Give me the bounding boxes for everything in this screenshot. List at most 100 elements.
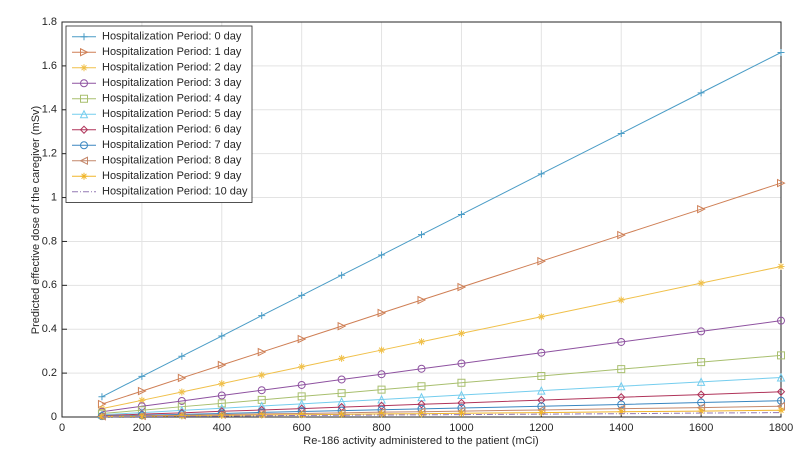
legend-marker [79,125,89,134]
series-line [101,409,782,418]
legend-marker [80,79,88,88]
data-point [697,89,705,97]
data-point [218,332,226,340]
data-point [418,231,425,239]
data-point [777,316,785,325]
data-point [338,271,346,279]
data-point [218,411,226,419]
data-point [777,49,785,57]
data-point [617,400,626,409]
data-point [338,410,346,418]
data-point [298,411,306,419]
data-point [617,337,626,346]
data-point [138,372,146,380]
legend-label: Hospitalization Period: 7 day [102,139,242,151]
data-point [258,371,266,379]
legend-box [65,25,253,203]
data-point [537,256,546,266]
data-point [138,396,146,404]
data-point [297,399,306,408]
data-point [378,346,386,354]
y-tick-label: 0.8 [42,235,57,247]
data-point [417,382,426,391]
data-point [217,391,226,400]
data-point [297,380,306,389]
data-point [177,396,186,405]
x-tick-label: 1800 [769,422,793,434]
data-point [138,412,146,420]
data-point [177,373,187,383]
y-tick-label: 1.4 [42,104,57,116]
data-point [338,354,346,362]
data-point [218,380,226,388]
data-point [457,398,466,408]
data-point [537,395,546,405]
data-point [776,372,786,382]
data-point [257,395,266,404]
data-point [697,358,706,367]
data-point [776,387,786,396]
data-point [417,400,426,409]
data-point [617,129,625,137]
data-point [378,251,386,259]
data-point [298,291,306,299]
legend-marker [80,141,88,150]
data-point [457,359,466,368]
data-point [537,348,546,357]
data-point [137,386,147,396]
x-tick-label: 200 [133,422,151,434]
data-point [617,365,626,374]
data-point [697,327,706,336]
data-point [537,371,546,380]
legend-label: Hospitalization Period: 5 day [102,108,242,120]
data-point [537,409,545,417]
data-point [696,377,706,386]
y-tick-label: 1.2 [42,148,57,160]
data-point [537,313,545,321]
data-point [377,385,386,394]
x-tick-label: 1200 [529,422,553,434]
data-point [457,282,467,292]
x-tick-label: 0 [59,422,65,434]
legend-marker [80,33,88,41]
data-point [457,329,465,337]
y-tick-label: 0.4 [42,323,57,335]
data-point [298,363,306,371]
legend-label: Hospitalization Period: 3 day [102,77,242,89]
legend-marker [80,64,88,72]
data-point [697,279,705,287]
series-line [101,405,782,417]
legend-label: Hospitalization Period: 4 day [102,93,242,105]
x-tick-label: 1600 [689,422,713,434]
data-point [457,378,466,387]
data-point [457,409,465,417]
data-point [617,296,625,304]
data-point [257,347,267,357]
y-tick-label: 1.6 [42,60,57,72]
data-point [697,204,706,214]
data-point [217,360,227,370]
data-point [777,178,786,188]
legend-label: Hospitalization Period: 8 day [102,155,242,167]
y-tick-label: 0 [51,411,57,423]
legend-label: Hospitalization Period: 6 day [102,124,242,136]
x-tick-label: 1000 [449,422,473,434]
data-point [418,410,425,418]
data-point [616,381,626,391]
data-point [617,230,626,240]
legend-marker [79,156,88,166]
x-tick-label: 1400 [609,422,633,434]
y-tick-label: 0.6 [42,279,57,291]
legend-label: Hospitalization Period: 2 day [102,62,242,74]
data-point [537,386,546,395]
x-axis-label: Re-186 activity administered to the pati… [303,435,538,447]
data-point [337,397,346,406]
data-point [417,364,426,373]
y-tick-label: 1 [51,191,57,203]
data-point [337,389,346,398]
series-line [101,182,782,405]
series-line [101,377,782,416]
data-point [337,375,346,384]
series-line [101,265,782,410]
